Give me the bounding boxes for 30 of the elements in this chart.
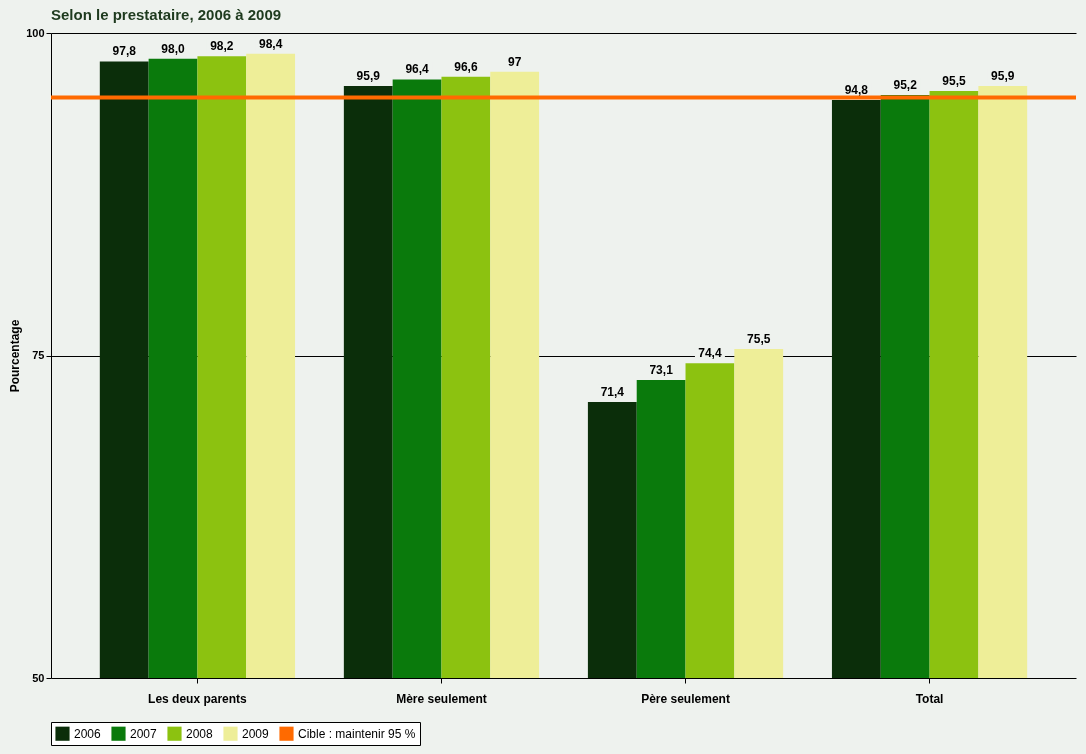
data-label: 95,2 xyxy=(893,77,918,92)
y-tick-label: 75 xyxy=(32,349,45,361)
x-tick-label: Les deux parents xyxy=(148,691,248,706)
data-label: 95,9 xyxy=(991,68,1015,83)
data-label: 73,1 xyxy=(649,363,674,378)
data-label: 94,8 xyxy=(844,83,869,98)
chart-title: Selon le prestataire, 2006 à 2009 xyxy=(51,6,282,23)
y-tick-label: 100 xyxy=(26,26,45,39)
data-label: 74,4 xyxy=(698,346,722,361)
legend-label: 2007 xyxy=(130,726,158,741)
x-tick-label: Mère seulement xyxy=(396,691,487,706)
y-axis-title: Pourcentage xyxy=(8,319,23,393)
data-label: 71,4 xyxy=(600,384,625,399)
data-label: 95,9 xyxy=(356,68,381,83)
y-tick-label: 50 xyxy=(32,671,45,684)
data-label: 96,4 xyxy=(405,62,430,77)
data-label: 98,0 xyxy=(161,41,186,56)
legend-label: Cible : maintenir 95 % xyxy=(298,726,416,741)
data-label: 98,4 xyxy=(258,36,283,51)
data-label: 97 xyxy=(508,54,522,69)
x-tick-label: Total xyxy=(915,691,944,706)
data-label: 75,5 xyxy=(747,332,771,347)
data-label: 96,6 xyxy=(454,59,478,74)
legend-label: 2009 xyxy=(242,726,270,741)
data-label: 95,5 xyxy=(942,74,966,89)
legend-label: 2006 xyxy=(74,726,102,741)
legend-label: 2008 xyxy=(186,726,214,741)
data-label: 97,8 xyxy=(112,44,137,59)
x-tick-label: Père seulement xyxy=(641,691,730,706)
data-label: 98,2 xyxy=(210,39,234,54)
